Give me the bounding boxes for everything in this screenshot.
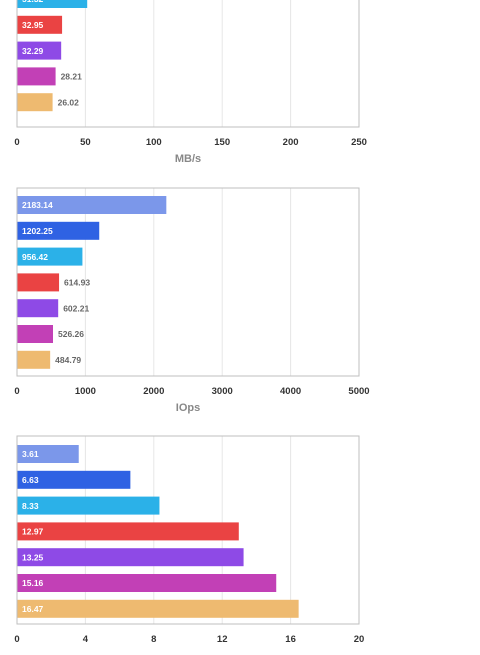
x-axis-title: MB/s <box>175 153 201 165</box>
plot-frame <box>16 435 360 625</box>
chart-2: 2183.14 1202.25 956.42 614.93 602.21 526.26 48… <box>14 187 370 414</box>
bar <box>17 470 131 489</box>
plot-frame <box>16 187 360 377</box>
bar-value-label: 16.47 <box>22 604 44 614</box>
bar <box>17 496 160 515</box>
bar-value-label: 2183.14 <box>22 200 53 210</box>
x-tick-label: 5000 <box>348 386 369 397</box>
plot-frame <box>16 0 360 128</box>
bar-value-label: 13.25 <box>22 552 44 562</box>
bar-value-label: 28.21 <box>61 72 83 82</box>
bar-value-label: 15.16 <box>22 578 44 588</box>
x-tick-label: 150 <box>214 137 230 148</box>
bar <box>17 350 51 369</box>
x-tick-label: 2000 <box>143 386 164 397</box>
bar-value-label: 32.95 <box>22 20 44 30</box>
bar <box>17 15 63 34</box>
bar-value-label: 956.42 <box>22 252 48 262</box>
x-tick-label: 12 <box>217 634 228 645</box>
bar-value-label: 32.29 <box>22 46 44 56</box>
x-tick-label: 3000 <box>212 386 233 397</box>
x-axis-title: IOps <box>176 402 200 414</box>
bar-value-label: 602.21 <box>63 303 89 313</box>
bar <box>17 522 239 541</box>
bar <box>17 67 56 86</box>
bar <box>17 93 53 112</box>
bar <box>17 273 60 292</box>
bar <box>17 548 244 567</box>
bar-value-label: 526.26 <box>58 329 84 339</box>
x-tick-label: 1000 <box>75 386 96 397</box>
gridlines <box>84 0 292 127</box>
x-tick-label: 16 <box>285 634 296 645</box>
bar <box>17 574 277 592</box>
chart-1: 51.32 32.95 32.29 28.21 26.02 0 50 100 150 200 250… <box>14 0 367 165</box>
x-tick-label: 8 <box>151 634 156 645</box>
bar-value-label: 484.79 <box>55 355 81 365</box>
bar-value-label: 1202.25 <box>22 226 53 236</box>
bar <box>17 445 79 463</box>
bar-value-label: 6.63 <box>22 475 39 485</box>
x-tick-label: 0 <box>14 386 19 397</box>
x-tick-label: 200 <box>283 137 299 148</box>
bar-value-label: 8.33 <box>22 501 39 511</box>
x-tick-label: 50 <box>80 137 91 148</box>
x-tick-label: 0 <box>14 634 19 645</box>
bar-value-label: 614.93 <box>64 278 90 288</box>
bar <box>17 325 53 343</box>
bar <box>17 41 62 60</box>
x-tick-label: 0 <box>14 137 19 148</box>
bar <box>17 247 83 266</box>
bar-value-label: 51.32 <box>22 0 44 4</box>
bar-value-label: 26.02 <box>58 97 80 107</box>
x-tick-label: 100 <box>146 137 162 148</box>
x-tick-label: 4000 <box>280 386 301 397</box>
bar <box>17 196 167 214</box>
bar <box>17 299 59 318</box>
bar <box>17 221 100 240</box>
bar-value-label: 3.61 <box>22 449 39 459</box>
x-tick-label: 4 <box>83 634 89 645</box>
x-tick-label: 250 <box>351 137 367 148</box>
bar <box>17 599 299 618</box>
x-tick-label: 20 <box>354 634 365 645</box>
bar-value-label: 12.97 <box>22 527 44 537</box>
bar <box>17 0 88 8</box>
chart-3: 3.61 6.63 8.33 12.97 13.25 15.16 16.47 0 4 8 12 16 2… <box>14 435 365 645</box>
gridlines <box>84 188 292 376</box>
